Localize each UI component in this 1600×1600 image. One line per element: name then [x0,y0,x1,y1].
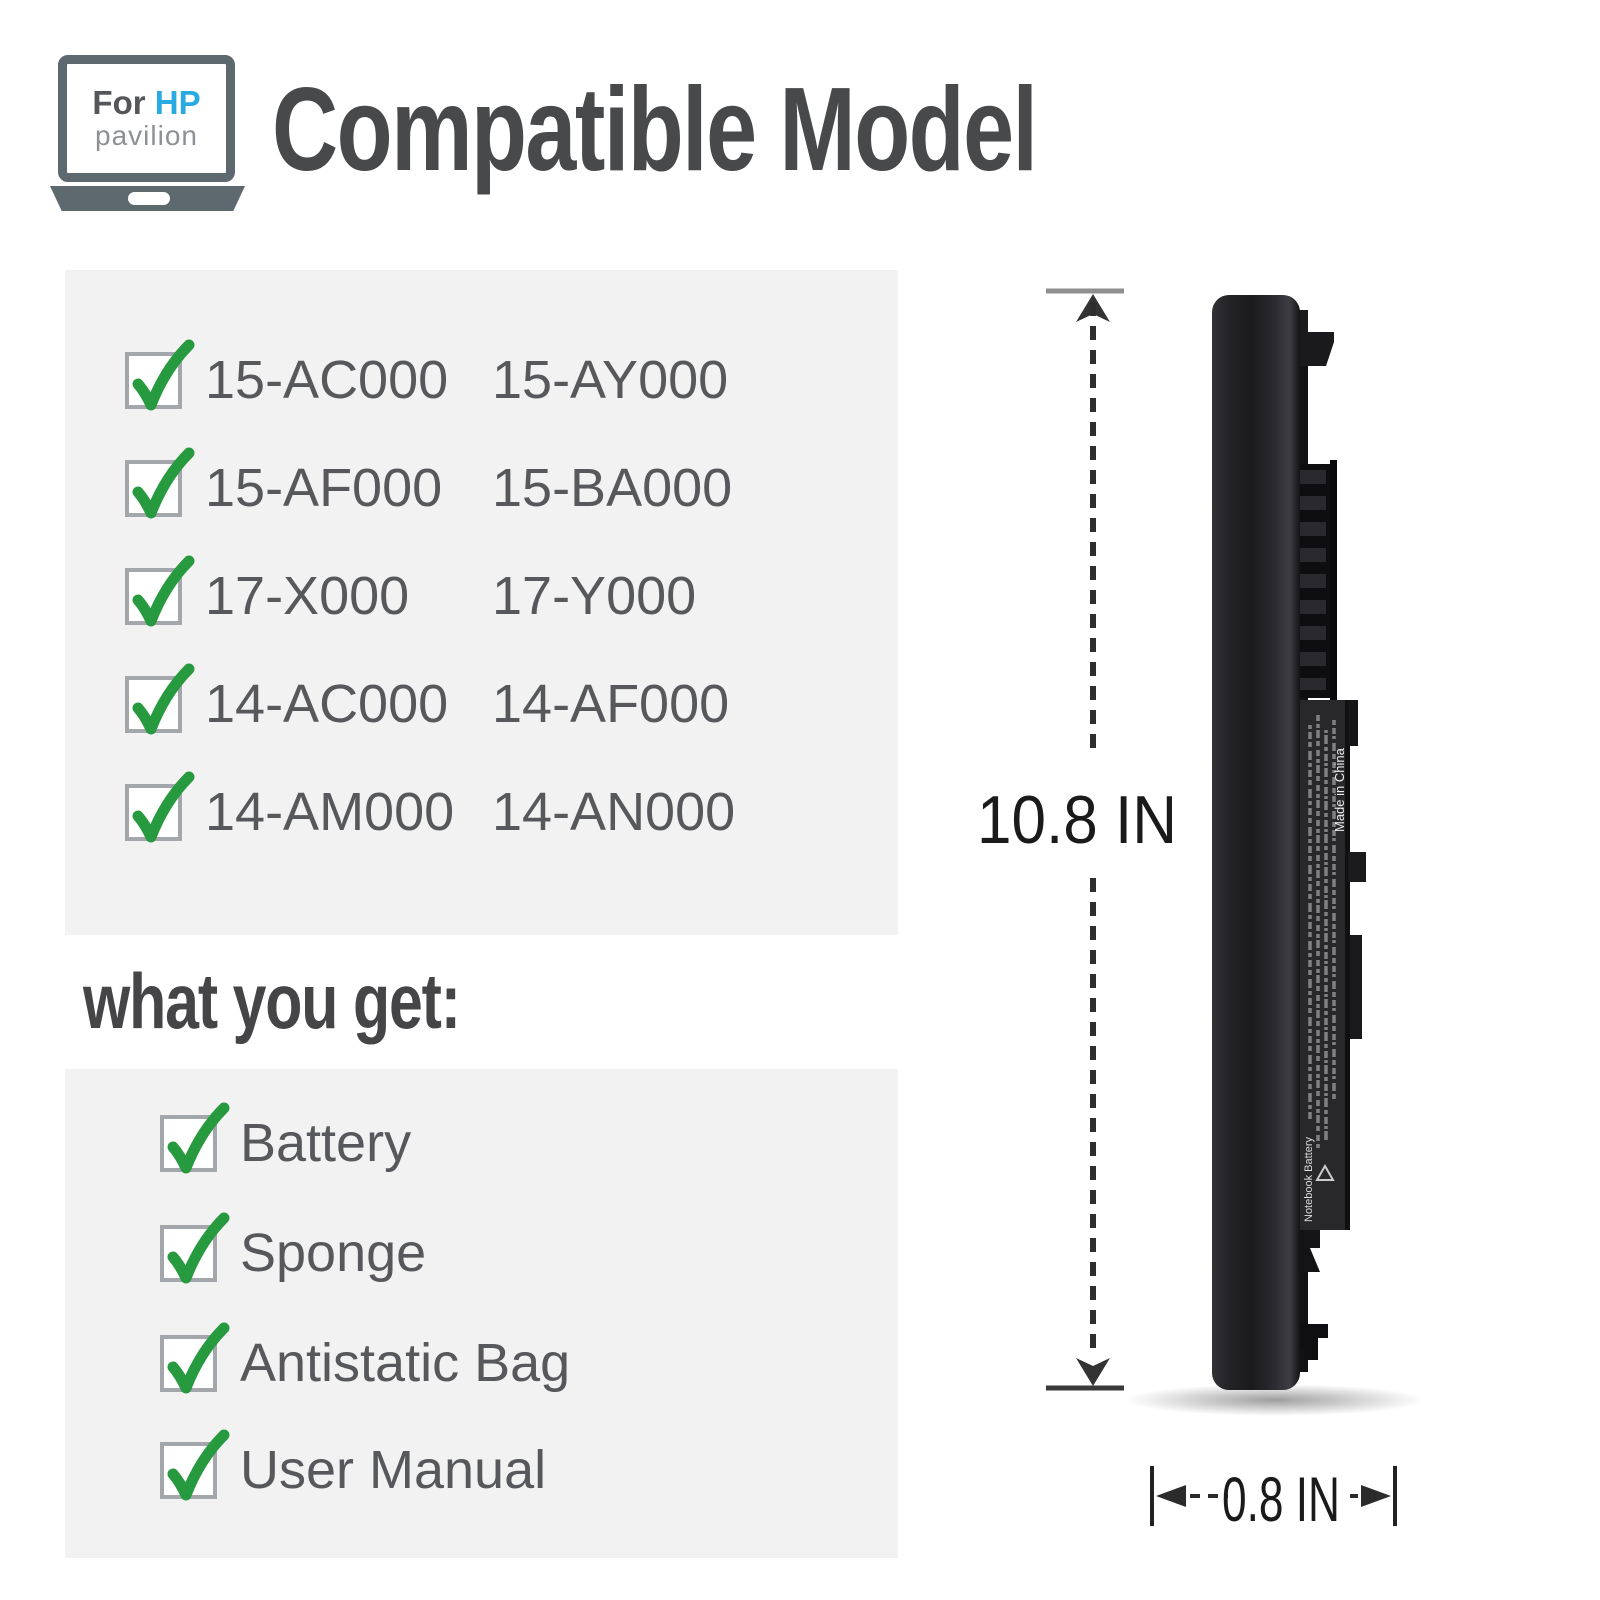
width-dimension-label: 0.8 IN [1222,1465,1340,1535]
model-row: 15-AC000 15-AY000 [65,339,898,410]
model-name: 17-X000 [205,566,410,626]
battery-body [1212,295,1300,1390]
model-name: 17-Y000 [492,566,697,626]
included-item-row: Sponge [65,1212,898,1283]
included-item-label: Antistatic Bag [240,1333,571,1393]
page-title: Compatible Model [272,63,1038,196]
width-dimension: 0.8 IN [1150,1465,1397,1535]
check-icon [132,771,195,842]
checked-checkbox [160,1102,230,1173]
battery-shadow [1125,1384,1425,1416]
check-icon [132,447,195,518]
checked-checkbox [125,771,195,842]
battery-label-text: Notebook Battery [1303,1137,1315,1222]
included-item-label: User Manual [240,1440,547,1500]
model-row: 15-AF000 15-BA000 [65,447,898,518]
laptop-base [50,186,245,211]
logo-pavilion-text: pavilion [95,120,198,152]
included-item-row: Antistatic Bag [65,1322,898,1393]
checked-checkbox [125,663,195,734]
check-icon [167,1212,230,1283]
included-item-row: User Manual [65,1429,898,1500]
model-row: 14-AM000 14-AN000 [65,771,898,842]
check-icon [132,663,195,734]
model-name: 15-AY000 [492,350,729,410]
included-items-box: Battery Sponge Antistatic Bag User Manua… [65,1069,898,1558]
model-name: 15-AC000 [205,350,449,410]
laptop-icon: For HP pavilion [0,0,260,220]
logo-brand-text: For HP [92,86,200,121]
battery-made-in-text: Made in China [1332,747,1347,832]
checked-checkbox [125,447,195,518]
checked-checkbox [125,339,195,410]
checked-checkbox [160,1212,230,1283]
model-row: 14-AC000 14-AF000 [65,663,898,734]
included-item-row: Battery [65,1102,898,1173]
model-row: 17-X000 17-Y000 [65,555,898,626]
checked-checkbox [160,1429,230,1500]
model-name: 15-AF000 [205,458,443,518]
included-item-label: Sponge [240,1223,427,1283]
check-icon [132,555,195,626]
included-item-label: Battery [240,1113,412,1173]
check-icon [167,1322,230,1393]
checked-checkbox [160,1322,230,1393]
check-icon [132,339,195,410]
warning-triangle-icon [1315,1163,1335,1181]
check-icon [167,1102,230,1173]
model-name: 14-AF000 [492,674,730,734]
height-dimension: 10.8 IN [977,288,1177,1391]
logo-hp-text: HP [154,84,201,122]
model-name: 15-BA000 [492,458,733,518]
compatible-models-box: 15-AC000 15-AY000 15-AF000 15-BA000 17-X… [65,270,898,935]
model-name: 14-AC000 [205,674,449,734]
model-name: 14-AN000 [492,782,736,842]
height-dimension-label: 10.8 IN [977,782,1177,858]
battery-connector-side: Made in China Notebook Battery [1294,310,1366,1372]
model-name: 14-AM000 [205,782,455,842]
laptop-screen: For HP pavilion [58,55,235,182]
logo-for-text: For [92,84,155,122]
included-heading: what you get: [83,957,461,1045]
laptop-trackpad-notch [128,192,170,205]
checked-checkbox [125,555,195,626]
check-icon [167,1429,230,1500]
